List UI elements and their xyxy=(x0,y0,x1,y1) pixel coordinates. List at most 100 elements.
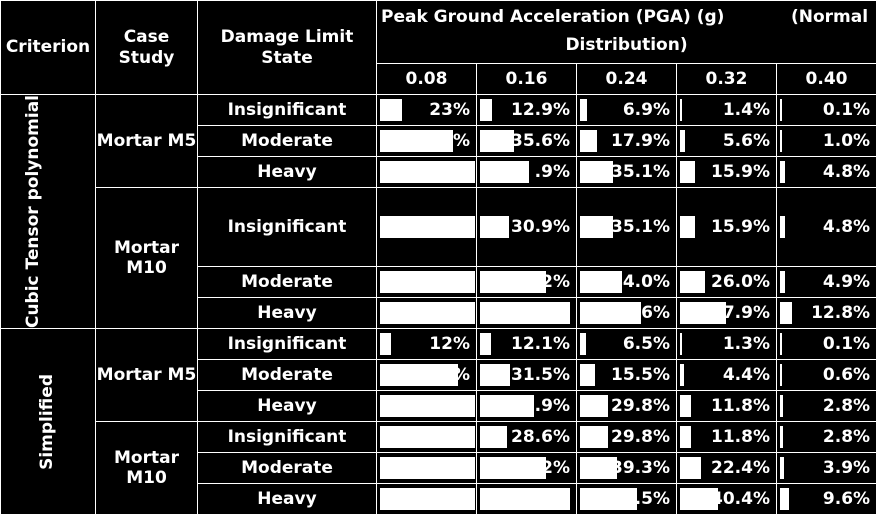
probability-cell: 6.5% xyxy=(577,329,677,360)
data-bar xyxy=(680,364,684,386)
data-bar xyxy=(380,302,475,324)
probability-value: 29.8% xyxy=(611,391,670,421)
data-bar xyxy=(480,130,514,152)
data-bar xyxy=(480,426,507,448)
data-bar xyxy=(780,457,784,479)
probability-cell: 22.4% xyxy=(677,453,777,484)
data-bar xyxy=(580,395,608,417)
probability-cell: 39.3% xyxy=(577,453,677,484)
case-study-label: Mortar M10 xyxy=(114,238,179,278)
data-bar xyxy=(680,426,691,448)
damage-state-cell: Moderate xyxy=(198,267,377,298)
probability-cell: 2.8% xyxy=(777,391,876,422)
probability-value: 4.8% xyxy=(823,157,870,187)
damage-state-cell: Moderate xyxy=(198,453,377,484)
probability-cell xyxy=(377,157,477,188)
probability-cell: .5% xyxy=(577,484,677,515)
data-bar xyxy=(380,488,475,510)
probability-cell xyxy=(377,298,477,329)
probability-cell: 15.9% xyxy=(677,157,777,188)
data-bar xyxy=(680,130,685,152)
probability-value: 12.8% xyxy=(811,298,870,328)
probability-value: 44.0% xyxy=(611,267,670,297)
probability-value: 35.1% xyxy=(611,212,670,242)
pga-distribution-a: (Normal xyxy=(791,7,868,27)
probability-value: % xyxy=(453,126,470,156)
probability-value: .9% xyxy=(535,157,570,187)
probability-value: 40.4% xyxy=(711,484,770,514)
probability-value: 28.6% xyxy=(511,422,570,452)
probability-value: 2% xyxy=(541,267,570,297)
case-study-header: Case Study xyxy=(96,1,198,95)
probability-value: 17.9% xyxy=(611,126,670,156)
probability-cell: 35.1% xyxy=(577,157,677,188)
data-bar xyxy=(580,130,597,152)
data-bar xyxy=(580,426,608,448)
damage-limit-state-header: Damage Limit State xyxy=(198,1,377,95)
probability-cell: 44.0% xyxy=(577,267,677,298)
data-bar xyxy=(480,457,546,479)
probability-value: 11.8% xyxy=(711,391,770,421)
probability-cell xyxy=(377,453,477,484)
probability-cell: 29.8% xyxy=(577,422,677,453)
probability-cell xyxy=(377,484,477,515)
data-bar xyxy=(780,488,789,510)
probability-cell: 9.6% xyxy=(777,484,876,515)
criterion-cell: Cubic Tensor polynomial xyxy=(1,95,96,329)
probability-cell: 0.6% xyxy=(777,360,876,391)
data-bar xyxy=(480,271,546,293)
probability-value: 9.6% xyxy=(823,484,870,514)
case-study-label: Mortar M10 xyxy=(114,448,179,488)
probability-cell: 4.8% xyxy=(777,157,876,188)
probability-cell: 1.3% xyxy=(677,329,777,360)
data-bar xyxy=(580,302,641,324)
data-bar xyxy=(680,216,695,238)
probability-cell: 1.0% xyxy=(777,126,876,157)
criterion-cell: Simplified xyxy=(1,329,96,515)
data-bar xyxy=(780,395,783,417)
data-bar xyxy=(380,426,475,448)
data-bar xyxy=(380,364,458,386)
data-bar xyxy=(680,395,691,417)
probability-value: 6.9% xyxy=(523,391,570,421)
probability-cell: % xyxy=(377,360,477,391)
probability-value: 39.3% xyxy=(611,453,670,483)
probability-value: 29.8% xyxy=(611,422,670,452)
probability-value: 1.3% xyxy=(723,329,770,359)
data-bar xyxy=(380,333,391,355)
data-bar xyxy=(780,130,782,152)
probability-value: 15.9% xyxy=(711,157,770,187)
pga-col-2: 0.24 xyxy=(577,64,677,95)
probability-value: 2.8% xyxy=(823,422,870,452)
data-bar xyxy=(580,364,595,386)
damage-state-cell: Insignificant xyxy=(198,422,377,453)
probability-cell: 26.0% xyxy=(677,267,777,298)
probability-cell: 4.8% xyxy=(777,188,876,267)
data-bar xyxy=(380,99,402,121)
data-bar xyxy=(780,333,782,355)
pga-col-0: 0.08 xyxy=(377,64,477,95)
probability-value: % xyxy=(553,298,570,328)
data-bar xyxy=(380,395,475,417)
probability-value: 4.9% xyxy=(823,267,870,297)
probability-cell: 28.6% xyxy=(477,422,577,453)
case-study-cell: Mortar M10 xyxy=(96,422,198,515)
probability-cell: 15.9% xyxy=(677,188,777,267)
criterion-header: Criterion xyxy=(1,1,96,95)
case-study-cell: Mortar M5 xyxy=(96,329,198,422)
probability-cell: 1.4% xyxy=(677,95,777,126)
probability-value: 4.8% xyxy=(823,212,870,242)
criterion-label: Simplified xyxy=(37,374,58,470)
probability-value: .5% xyxy=(635,484,670,514)
probability-cell: 2% xyxy=(477,453,577,484)
damage-state-cell: Moderate xyxy=(198,126,377,157)
probability-value: 2.8% xyxy=(823,391,870,421)
probability-value: 12.1% xyxy=(511,329,570,359)
data-bar xyxy=(780,364,782,386)
probability-value: 2% xyxy=(541,453,570,483)
data-bar xyxy=(780,302,792,324)
data-bar xyxy=(480,364,510,386)
probability-cell: 23% xyxy=(377,95,477,126)
probability-cell: 0.1% xyxy=(777,95,876,126)
pga-col-1: 0.16 xyxy=(477,64,577,95)
